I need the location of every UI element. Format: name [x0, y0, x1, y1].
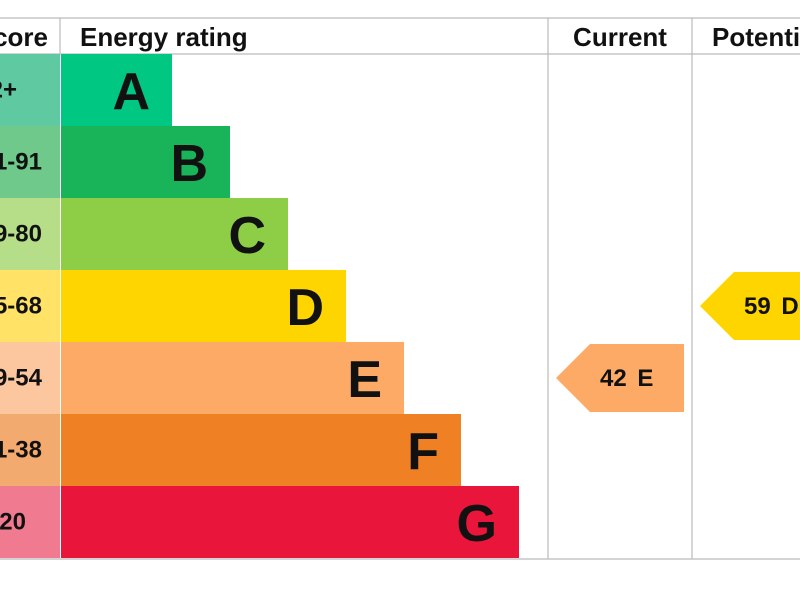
score-cell [0, 126, 60, 198]
rating-letter: F [407, 423, 439, 481]
score-range: 92+ [0, 77, 17, 104]
score-range: 21-38 [0, 437, 42, 464]
potential-label: 59 D [744, 293, 799, 320]
score-cell [0, 342, 60, 414]
rating-letter: B [170, 135, 208, 193]
score-cell [0, 486, 60, 558]
current-value: 42 [600, 365, 627, 392]
rating-letter: E [347, 351, 382, 409]
current-letter: E [637, 365, 653, 392]
rating-letter: A [112, 63, 150, 121]
potential-arrow [700, 272, 800, 340]
potential-value: 59 [744, 293, 771, 320]
rating-bar [61, 342, 404, 414]
potential-header: Potential [712, 22, 800, 52]
current-header: Current [573, 22, 667, 52]
rating-letter: D [286, 279, 324, 337]
score-range: 1-20 [0, 509, 26, 536]
score-range: 81-91 [0, 149, 42, 176]
rating-letter: C [228, 207, 266, 265]
score-cell [0, 270, 60, 342]
energy-rating-header: Energy rating [80, 22, 248, 52]
rating-bar [61, 126, 230, 198]
rating-bar [61, 486, 519, 558]
rating-bar [61, 270, 346, 342]
rating-bar [61, 198, 288, 270]
current-arrow [556, 344, 684, 412]
score-range: 55-68 [0, 293, 42, 320]
rating-bar [61, 54, 172, 126]
score-cell [0, 414, 60, 486]
rating-letter: G [457, 495, 497, 553]
potential-letter: D [781, 293, 798, 320]
score-cell [0, 54, 60, 126]
score-header: Score [0, 22, 48, 52]
rating-bar [61, 414, 461, 486]
current-label: 42 E [600, 365, 653, 392]
score-cell [0, 198, 60, 270]
score-range: 39-54 [0, 365, 43, 392]
score-range: 69-80 [0, 221, 42, 248]
